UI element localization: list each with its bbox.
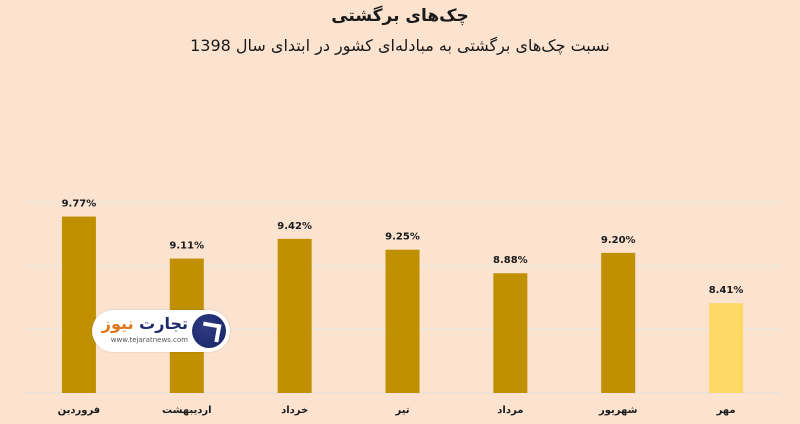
value-label-7: 8.41% [709, 285, 744, 296]
bar-4 [385, 249, 420, 393]
category-label-6: شهریور [598, 405, 638, 416]
value-label-5: 8.88% [493, 255, 528, 266]
brand-logo: تجارت نیوز www.tejaratnews.com [92, 310, 230, 352]
value-labels: 9.77% 9.11% 9.42% 9.25% 8.88% 9.20% 8.41% [62, 199, 744, 297]
chart-title: چک‌های برگشتی [331, 6, 469, 26]
bars [61, 216, 744, 393]
bar-7 [709, 303, 744, 393]
category-label-3: خرداد [281, 405, 308, 416]
bar-3 [277, 238, 312, 393]
bar-1 [61, 216, 96, 393]
category-label-7: مهر [716, 405, 736, 416]
bar-6 [601, 252, 636, 393]
category-label-1: فروردین [58, 405, 101, 416]
value-label-1: 9.77% [62, 199, 97, 210]
category-label-5: مرداد [497, 405, 523, 416]
value-label-4: 9.25% [385, 232, 420, 243]
logo-name: تجارت نیوز [101, 314, 188, 333]
category-label-2: اردیبهشت [162, 405, 212, 416]
bar-5 [493, 273, 528, 393]
chart-subtitle: نسبت چک‌های برگشتی به مبادله‌ای کشور در … [190, 36, 610, 55]
value-label-3: 9.42% [277, 221, 312, 232]
logo-arrow-icon [192, 314, 226, 348]
category-label-4: تیر [394, 405, 409, 416]
value-label-6: 9.20% [601, 235, 636, 246]
category-labels: فروردین اردیبهشت خرداد تیر مرداد شهریور مهر [58, 405, 736, 416]
logo-url: www.tejaratnews.com [110, 336, 188, 344]
value-label-2: 9.11% [169, 241, 204, 252]
